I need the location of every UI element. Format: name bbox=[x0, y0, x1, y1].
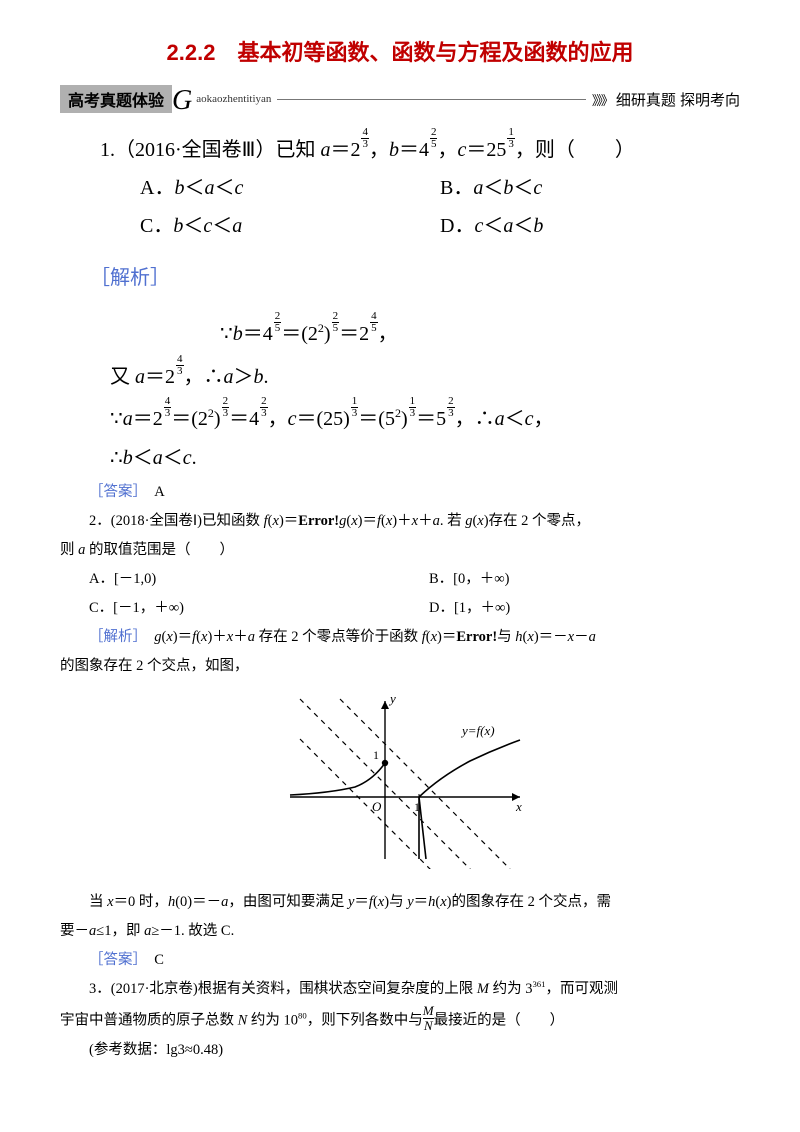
banner-g-letter: G bbox=[172, 95, 192, 107]
question-1: 1.（2016·全国卷Ⅲ）已知 a＝243，b＝425，c＝2513，则（ ） … bbox=[60, 127, 740, 245]
q1-optA: A．b＜a＜c bbox=[140, 169, 440, 207]
sol1-line2: 又 a＝243，∴a＞b. bbox=[90, 354, 740, 397]
banner-pinyin: aokaozhentitiyan bbox=[196, 93, 271, 105]
answer-label-1: ［答案］ bbox=[89, 484, 140, 500]
q2-optC: C．[－1，＋∞) bbox=[60, 594, 400, 623]
q1-stem-suffix: ，则（ ） bbox=[515, 139, 635, 161]
svg-text:1: 1 bbox=[373, 748, 379, 762]
q3-reference: (参考数据：lg3≈0.48) bbox=[60, 1036, 740, 1065]
sol1-line1: ∵b＝425＝(22)25＝245， bbox=[90, 311, 740, 354]
banner-arrows-icon: 》》》 bbox=[592, 90, 612, 109]
q1-optA-label: A． bbox=[140, 177, 174, 199]
svg-text:y=f(x): y=f(x) bbox=[460, 723, 495, 738]
q3-s7: 最接近的是（ ） bbox=[434, 1013, 565, 1029]
q3-fraction: MN bbox=[423, 1004, 434, 1032]
q2-options-row2: C．[－1，＋∞) D．[1，＋∞) bbox=[60, 594, 740, 623]
q3-s6: ，则下列各数中与 bbox=[307, 1013, 423, 1029]
q2-options-row1: A．[－1,0) B．[0，＋∞) bbox=[60, 565, 740, 594]
sol1-l2-pre: 又 bbox=[110, 365, 135, 387]
banner-rule bbox=[277, 99, 585, 100]
answer-2: ［答案］ C bbox=[60, 946, 740, 975]
banner-right-label: 》》》 细研真题 探明考向 bbox=[592, 89, 740, 110]
q1-optB-label: B． bbox=[440, 177, 473, 199]
q1-stem-prefix: 1.（2016·全国卷Ⅲ）已知 bbox=[100, 139, 320, 161]
q3-stem-line1: 3．(2017·北京卷)根据有关资料，围棋状态空间复杂度的上限 M 约为 336… bbox=[60, 975, 740, 1004]
q2-optD: D．[1，＋∞) bbox=[400, 594, 740, 623]
q1-stem: 1.（2016·全国卷Ⅲ）已知 a＝243，b＝425，c＝2513，则（ ） bbox=[100, 127, 740, 169]
q1-options-row2: C．b＜c＜a D．c＜a＜b bbox=[100, 207, 740, 245]
q3-s2: 约为 3 bbox=[489, 981, 533, 997]
section-banner: 高考真题体验 G aokaozhentitiyan 》》》 细研真题 探明考向 bbox=[60, 85, 740, 113]
q3-s1: 3．(2017·北京卷)根据有关资料，围棋状态空间复杂度的上限 bbox=[89, 981, 477, 997]
q3-exp2: 80 bbox=[298, 1011, 307, 1021]
svg-text:y: y bbox=[388, 691, 396, 706]
sol1-line4: ∴b＜a＜c. bbox=[90, 439, 740, 478]
answer-label-2: ［答案］ bbox=[89, 952, 140, 968]
solution-2-p2: 当 x＝0 时，h(0)＝－a，由图可知要满足 y＝f(x)与 y＝h(x)的图… bbox=[60, 888, 740, 917]
answer-1: ［答案］ A bbox=[60, 478, 740, 507]
solution-2-p2b: 要－a≤1，即 a≥－1. 故选 C. bbox=[60, 917, 740, 946]
q1-optD-label: D． bbox=[440, 215, 474, 237]
answer-2-value: C bbox=[154, 952, 164, 968]
q3-s4: 宇宙中普通物质的原子总数 bbox=[60, 1013, 238, 1029]
solution-2-p1: ［解析］ g(x)＝f(x)＋x＋a 存在 2 个零点等价于函数 f(x)＝Er… bbox=[60, 623, 740, 652]
q1-optC-label: C． bbox=[140, 215, 173, 237]
q2-stem: 2．(2018·全国卷Ⅰ)已知函数 f(x)＝Error!g(x)＝f(x)＋x… bbox=[60, 507, 740, 536]
solution-2-figure: y x O 1 1 bbox=[60, 689, 740, 880]
q1-optC: C．b＜c＜a bbox=[140, 207, 440, 245]
svg-text:x: x bbox=[515, 799, 522, 814]
q1-optD: D．c＜a＜b bbox=[440, 207, 740, 245]
q3-s3: ，而可观测 bbox=[545, 981, 618, 997]
q2-optA: A．[－1,0) bbox=[60, 565, 400, 594]
q2-stem-line2: 则 a 的取值范围是（ ） bbox=[60, 536, 740, 565]
banner-left-label: 高考真题体验 bbox=[60, 85, 172, 113]
q2-optB: B．[0，＋∞) bbox=[400, 565, 740, 594]
analysis-label-2: ［解析］ bbox=[89, 629, 140, 645]
q3-exp1: 361 bbox=[532, 979, 545, 989]
q1-optB: B．a＜b＜c bbox=[440, 169, 740, 207]
q3-N: N bbox=[238, 1013, 248, 1029]
solution-2-p1b: 的图象存在 2 个交点，如图， bbox=[60, 652, 740, 681]
solution-1: ∵b＝425＝(22)25＝245， 又 a＝243，∴a＞b. ∵a＝243＝… bbox=[60, 311, 740, 478]
answer-1-value: A bbox=[154, 484, 164, 500]
q1-options-row1: A．b＜a＜c B．a＜b＜c bbox=[100, 169, 740, 207]
analysis-label-1: ［解析］ bbox=[90, 267, 170, 289]
banner-right-text: 细研真题 探明考向 bbox=[616, 89, 740, 110]
q3-M: M bbox=[477, 981, 489, 997]
sol1-line3: ∵a＝243＝(22)23＝423，c＝(25)13＝(52)13＝523，∴a… bbox=[90, 396, 740, 439]
q3-stem-line2: 宇宙中普通物质的原子总数 N 约为 1080，则下列各数中与MN最接近的是（ ） bbox=[60, 1004, 740, 1035]
page-title: 2.2.2 基本初等函数、函数与方程及函数的应用 bbox=[60, 35, 740, 67]
q3-s5: 约为 10 bbox=[247, 1013, 298, 1029]
